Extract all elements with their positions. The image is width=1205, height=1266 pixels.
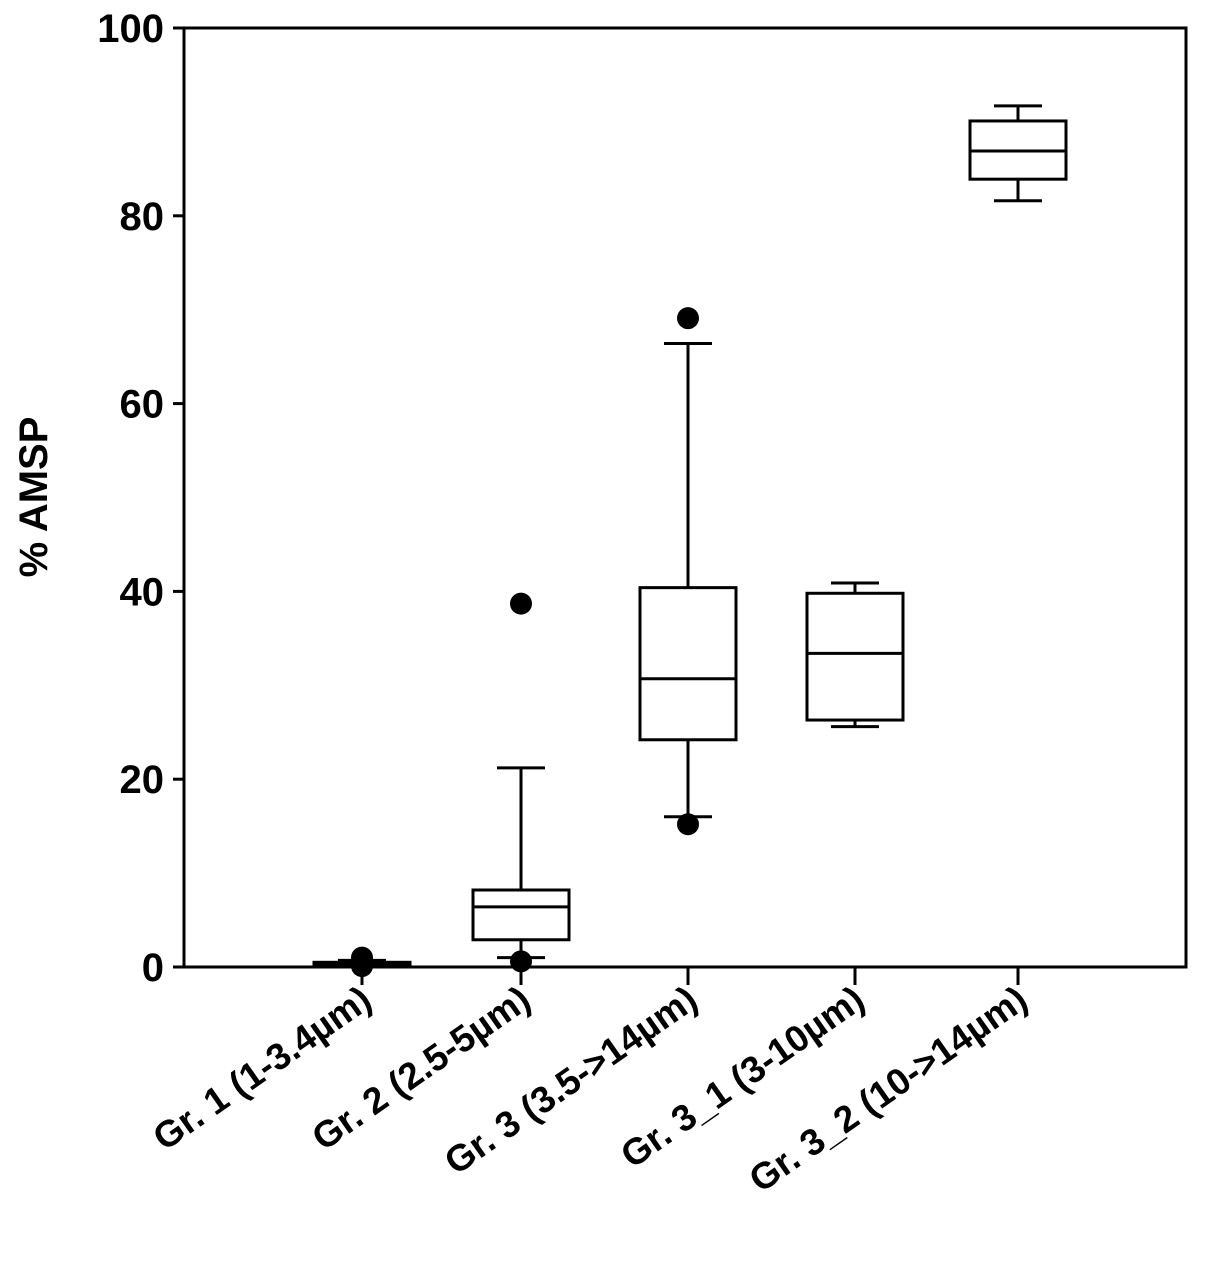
x-tick-label: Gr. 3_2 (10->14µm) xyxy=(742,978,1035,1200)
y-axis-title: % AMSP xyxy=(12,417,56,578)
box-series xyxy=(312,104,1068,978)
outlier-point xyxy=(510,950,532,973)
y-tick-label: 0 xyxy=(142,946,164,990)
box-body xyxy=(471,888,571,942)
outlier-point xyxy=(351,946,373,969)
x-axis: Gr. 1 (1-3.4µm)Gr. 2 (2.5-5µm)Gr. 3 (3.5… xyxy=(146,967,1035,1200)
box-group xyxy=(968,104,1068,203)
y-tick-label: 60 xyxy=(120,383,165,427)
box-group xyxy=(471,592,571,973)
y-axis: 0 20 40 60 80 100 xyxy=(97,7,184,990)
y-tick-label: 20 xyxy=(120,758,165,802)
outlier-point xyxy=(677,307,699,330)
box-group xyxy=(805,581,905,729)
outlier-point xyxy=(677,813,699,836)
plot-border xyxy=(182,26,1188,969)
y-tick-label: 40 xyxy=(120,570,165,614)
y-tick-label: 100 xyxy=(97,7,164,51)
y-tick-label: 80 xyxy=(120,195,165,239)
box-group xyxy=(638,307,738,836)
outlier-point xyxy=(510,592,532,615)
box-group xyxy=(312,946,412,978)
box-body xyxy=(638,586,738,742)
plot-frame xyxy=(182,26,1188,969)
box-body xyxy=(805,591,905,722)
